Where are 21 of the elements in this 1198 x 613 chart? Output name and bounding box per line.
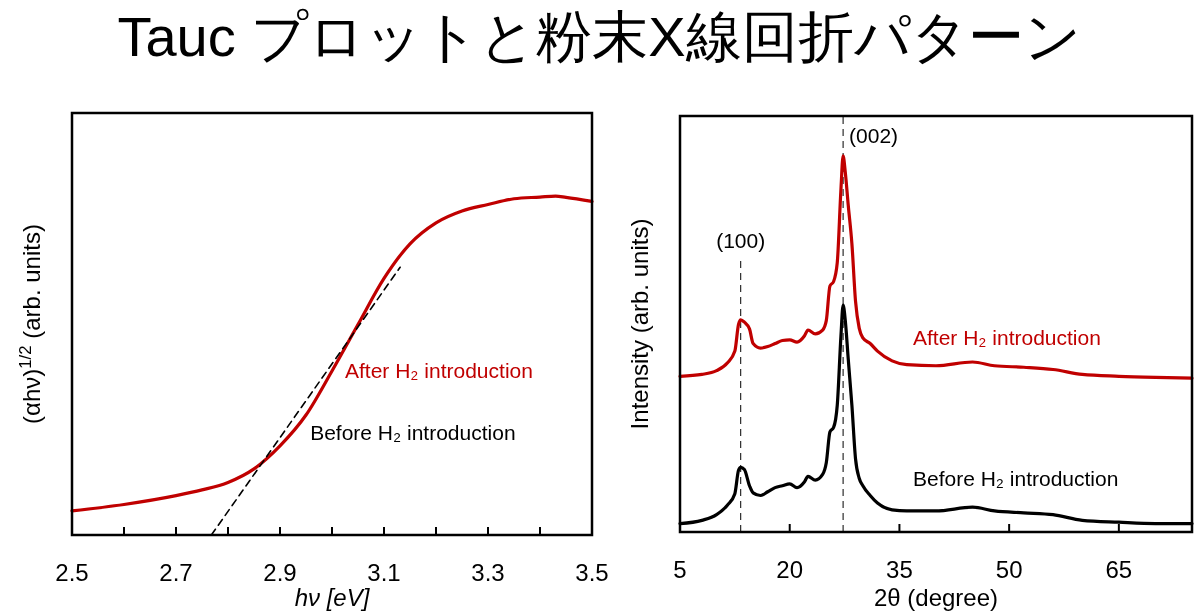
x-tick-label: 2.9 [263,559,297,586]
x-tick-label: 5 [673,556,687,583]
x-tick-label: 2.5 [55,559,89,586]
x-tick-label: 3.1 [367,559,401,586]
y-axis-title: Intensity (arb. units) [626,218,653,430]
x-tick-label: 65 [1105,556,1133,583]
annotation: (100) [716,228,766,252]
x-tick-label: 3.5 [575,559,609,586]
series-label: After H₂ introduction [912,325,1101,349]
x-tick-label: 2.7 [159,559,193,586]
series-label: Before H₂ introduction [912,466,1119,490]
x-tick-label: 20 [776,556,804,583]
text: (002) [849,124,899,147]
series-label: After H₂ introduction [345,359,533,383]
x-tick-label: 3.3 [471,559,505,586]
x-tick-label: 50 [995,556,1023,583]
x-axis-title: hν [eV] [294,584,371,611]
x-axis-title: 2θ (degree) [873,584,999,611]
chart-title: Tauc プロットと粉末X線回折パターン [117,5,1081,68]
legend-label: Before H₂ introduction [310,421,516,445]
x-tick-label: 35 [886,556,913,583]
